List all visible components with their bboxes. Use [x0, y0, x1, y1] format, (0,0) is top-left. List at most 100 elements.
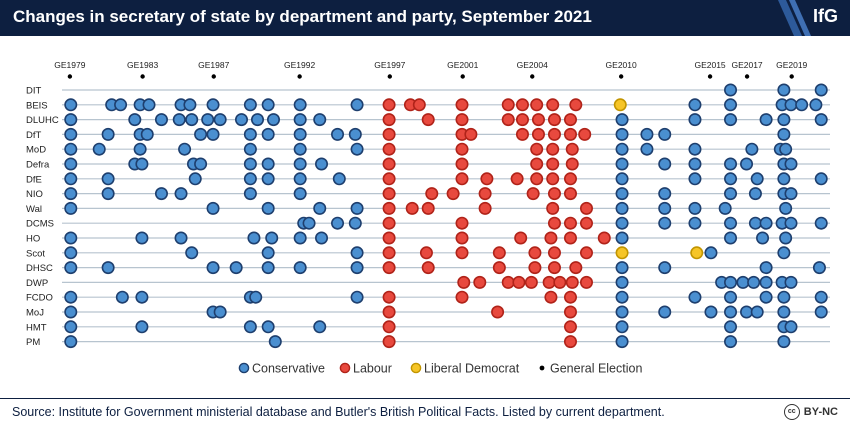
change-point-ho-4	[265, 231, 279, 245]
change-point-dft-9	[331, 127, 345, 141]
change-point-hmt-3	[261, 320, 275, 334]
change-point-dhsc-10	[528, 261, 542, 275]
change-point-dluhc-11	[313, 113, 327, 127]
row-label-moj: MoJ	[26, 308, 44, 319]
change-point-wal-1	[206, 201, 220, 215]
change-point-beis-15	[455, 98, 469, 112]
row-label-wal: Wal	[26, 204, 42, 215]
row-label-defra: Defra	[26, 160, 50, 171]
ge-marker-ge2019	[789, 74, 794, 79]
change-point-dfe-2	[188, 172, 202, 186]
change-point-moj-9	[724, 305, 738, 319]
change-point-fcdo-0	[64, 290, 78, 304]
change-point-dwp-14	[759, 275, 773, 289]
change-point-dcms-4	[382, 216, 396, 230]
row-label-dft: DfT	[26, 130, 42, 141]
change-point-dhsc-0	[64, 261, 78, 275]
change-point-scot-6	[455, 246, 469, 260]
change-point-dhsc-5	[293, 261, 307, 275]
change-point-dluhc-20	[615, 113, 629, 127]
row-label-hmt: HMT	[26, 322, 47, 333]
change-point-nio-14	[658, 187, 672, 201]
change-point-dluhc-4	[185, 113, 199, 127]
change-point-beis-10	[293, 98, 307, 112]
change-point-ho-16	[779, 231, 793, 245]
change-point-mod-6	[350, 142, 364, 156]
change-point-dcms-13	[748, 216, 762, 230]
change-point-scot-9	[547, 246, 561, 260]
change-point-nio-5	[293, 187, 307, 201]
change-point-hmt-7	[615, 320, 629, 334]
change-point-dfe-9	[480, 172, 494, 186]
change-point-wal-3	[313, 201, 327, 215]
change-point-nio-13	[615, 187, 629, 201]
ge-label-ge2017: GE2017	[731, 60, 762, 70]
change-point-beis-9	[261, 98, 275, 112]
change-point-nio-12	[563, 187, 577, 201]
change-point-scot-4	[382, 246, 396, 260]
change-point-wal-14	[718, 201, 732, 215]
change-point-moj-5	[563, 305, 577, 319]
change-point-dhsc-3	[229, 261, 243, 275]
change-point-beis-11	[350, 98, 364, 112]
change-point-dcms-1	[302, 216, 316, 230]
ge-marker-ge1979	[67, 74, 73, 79]
change-point-dcms-6	[547, 216, 561, 230]
change-point-hmt-5	[382, 320, 396, 334]
change-point-defra-12	[546, 157, 560, 171]
row-label-ho: HO	[26, 234, 40, 245]
row-label-dluhc: DLUHC	[26, 115, 59, 126]
change-point-ho-2	[174, 231, 188, 245]
change-point-wal-11	[615, 201, 629, 215]
change-point-wal-4	[350, 201, 364, 215]
change-point-ho-9	[514, 231, 528, 245]
change-point-nio-18	[784, 187, 798, 201]
change-point-moj-0	[64, 305, 78, 319]
change-point-dwp-4	[524, 275, 538, 289]
change-point-beis-2	[114, 98, 128, 112]
change-point-beis-4	[142, 98, 156, 112]
change-point-fcdo-1	[115, 290, 129, 304]
change-point-mod-11	[565, 142, 579, 156]
change-point-nio-11	[547, 187, 561, 201]
change-point-ho-6	[315, 231, 329, 245]
change-point-hmt-4	[313, 320, 327, 334]
change-point-nio-8	[446, 187, 460, 201]
change-point-mod-9	[530, 142, 544, 156]
ge-marker-ge2001	[460, 74, 465, 79]
change-point-dfe-4	[261, 172, 275, 186]
ge-marker-ge1992	[297, 74, 302, 79]
change-point-dcms-16	[784, 216, 798, 230]
change-point-fcdo-14	[777, 290, 791, 304]
license-label: BY-NC	[803, 406, 838, 418]
ge-label-ge1979: GE1979	[54, 60, 85, 70]
change-point-hmt-8	[724, 320, 738, 334]
change-point-nio-0	[64, 187, 78, 201]
change-point-dluhc-8	[251, 113, 265, 127]
change-point-beis-19	[546, 98, 560, 112]
change-point-dhsc-14	[658, 261, 672, 275]
change-point-dft-21	[658, 127, 672, 141]
ge-marker-ge2015	[707, 74, 713, 79]
legend-label-conservative: Conservative	[252, 362, 325, 376]
legend-marker-conservative	[238, 362, 250, 374]
change-point-moj-13	[814, 305, 828, 319]
change-point-ho-0	[64, 231, 78, 245]
ge-label-ge1983: GE1983	[127, 60, 158, 70]
row-label-fcdo: FCDO	[26, 293, 53, 304]
change-point-mod-8	[455, 142, 469, 156]
change-point-moj-8	[704, 305, 718, 319]
change-point-moj-2	[213, 305, 227, 319]
change-point-beis-20	[569, 98, 583, 112]
change-point-nio-3	[174, 187, 188, 201]
change-point-mod-5	[293, 142, 307, 156]
change-point-moj-3	[382, 305, 396, 319]
change-point-dluhc-22	[724, 113, 738, 127]
row-label-dhsc: DHSC	[26, 263, 53, 274]
change-point-dcms-7	[563, 216, 577, 230]
change-point-dft-13	[464, 127, 478, 141]
change-point-fcdo-9	[563, 290, 577, 304]
change-point-dluhc-12	[382, 113, 396, 127]
change-point-dfe-7	[382, 172, 396, 186]
change-point-pm-4	[615, 335, 629, 349]
